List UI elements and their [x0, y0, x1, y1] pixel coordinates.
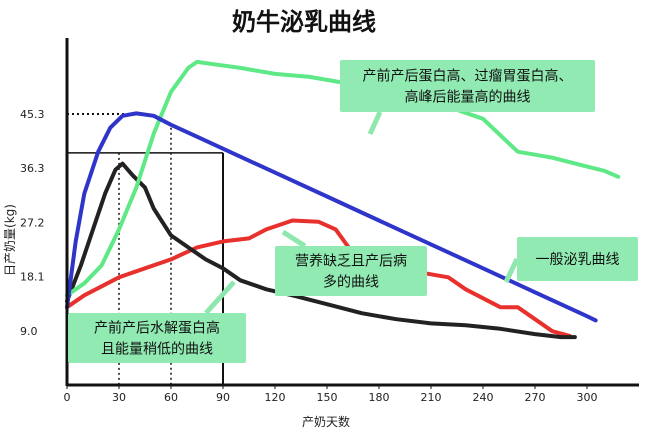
x-tick-label: 0	[64, 391, 71, 404]
callout-box	[275, 246, 427, 296]
callout-pointer	[281, 229, 307, 249]
series-line	[65, 59, 621, 298]
callout-text: 且能量稍低的曲线	[101, 342, 213, 358]
series-line	[65, 111, 598, 323]
chart-title: 奶牛泌乳曲线	[232, 8, 376, 36]
callout-text: 多的曲线	[323, 274, 379, 291]
y-tick-label: 9.0	[20, 325, 38, 338]
x-tick-label: 180	[369, 391, 390, 404]
series-line	[65, 161, 577, 340]
x-tick-label: 120	[265, 391, 286, 404]
y-tick-label: 45.3	[20, 108, 45, 121]
callout-pointer	[204, 280, 236, 315]
y-tick-labels: 9.0 18.1 27.2 36.3 45.3	[20, 108, 45, 338]
x-tick-labels: 0 30 60 90 120 150 180 210 240 270 300	[64, 385, 598, 404]
x-tick-label: 150	[317, 391, 338, 404]
x-axis-label: 产奶天数	[302, 414, 350, 429]
callout-text: 产前产后水解蛋白高	[94, 320, 220, 337]
callout-box	[340, 60, 595, 112]
callout: 产前产后蛋白高、过瘤胃蛋白高、高峰后能量高的曲线	[340, 60, 595, 136]
callout-text: 一般泌乳曲线	[536, 252, 620, 268]
callout-box	[68, 313, 246, 363]
callout-pointer	[367, 110, 383, 136]
callout-text: 营养缺乏且产后病	[295, 254, 407, 270]
callout: 一般泌乳曲线	[503, 237, 638, 284]
x-tick-label: 60	[164, 391, 178, 404]
x-tick-label: 30	[112, 391, 126, 404]
y-tick-label: 36.3	[20, 162, 45, 175]
x-tick-label: 210	[421, 391, 442, 404]
callout-pointer	[503, 257, 520, 284]
y-tick-label: 18.1	[20, 271, 45, 284]
series-line	[65, 218, 572, 338]
y-tick-label: 27.2	[20, 216, 45, 229]
x-tick-label: 90	[216, 391, 230, 404]
callout-text: 产前产后蛋白高、过瘤胃蛋白高、	[363, 68, 573, 85]
callout-text: 高峰后能量高的曲线	[405, 89, 531, 106]
x-tick-label: 300	[577, 391, 598, 404]
x-tick-label: 270	[525, 391, 546, 404]
series-layer	[65, 59, 621, 340]
callout-box	[517, 237, 638, 281]
x-tick-label: 240	[473, 391, 494, 404]
y-axis-label: 日产奶量(kg)	[3, 204, 17, 276]
